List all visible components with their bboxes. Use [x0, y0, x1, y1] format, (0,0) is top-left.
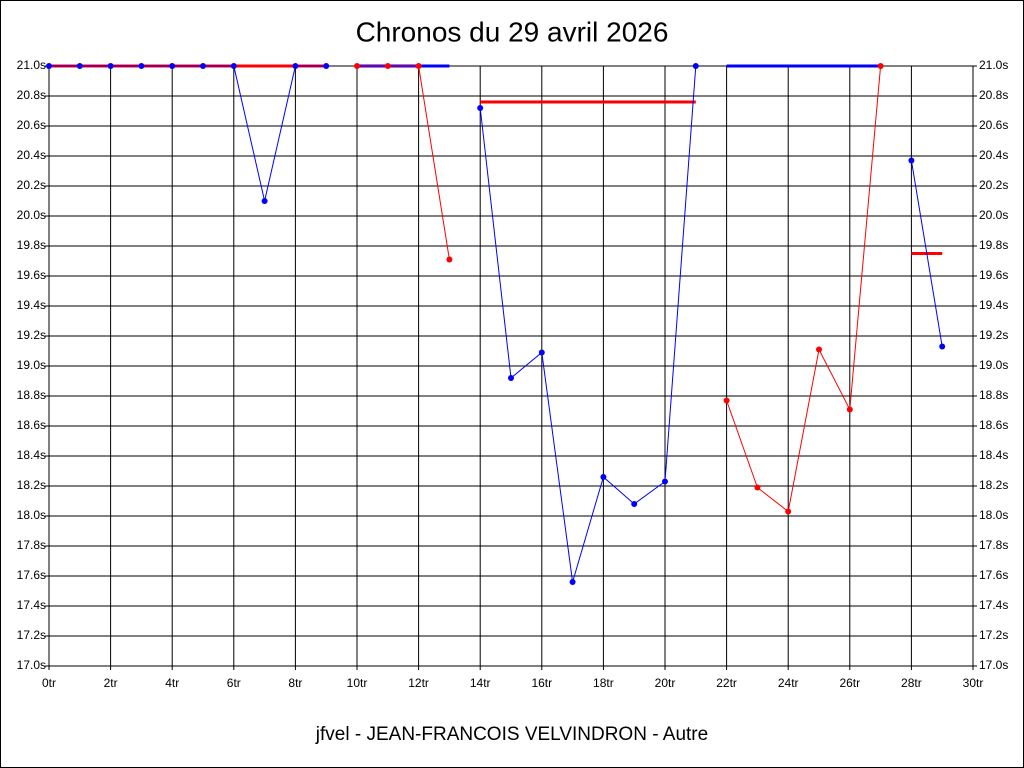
x-tick-label: 6tr [227, 676, 241, 690]
y-tick-label: 18.2s [17, 478, 46, 492]
series-line [479, 65, 697, 583]
y2-tick-label: 19.0s [979, 358, 1008, 372]
y2-tick-label: 18.0s [979, 508, 1008, 522]
point [446, 256, 453, 263]
y2-tick-label: 17.8s [979, 538, 1008, 552]
x-tick-label: 8tr [288, 676, 302, 690]
series-line [357, 65, 450, 260]
point [908, 157, 915, 164]
x-tick-label: 10tr [347, 676, 368, 690]
point [384, 63, 391, 69]
y-tick-label: 17.8s [17, 538, 46, 552]
x-tick-label: 24tr [778, 676, 799, 690]
y-tick-label: 19.0s [17, 358, 46, 372]
y-tick-label: 20.6s [17, 118, 46, 132]
point [785, 508, 792, 515]
point [723, 397, 730, 404]
x-tick-label: 28tr [901, 676, 922, 690]
point [230, 63, 237, 69]
y2-tick-label: 17.4s [979, 598, 1008, 612]
y2-tick-label: 17.6s [979, 568, 1008, 582]
y2-tick-label: 18.4s [979, 448, 1008, 462]
x-tick-label: 22tr [716, 676, 737, 690]
point [415, 63, 422, 69]
x-tick-label: 12tr [408, 676, 429, 690]
x-tick-label: 16tr [531, 676, 552, 690]
series-line [910, 160, 943, 347]
point [169, 63, 176, 69]
point [46, 63, 52, 69]
y-tick-label: 17.2s [17, 628, 46, 642]
y2-tick-label: 18.6s [979, 418, 1008, 432]
y2-tick-label: 19.2s [979, 328, 1008, 342]
y-tick-label: 20.8s [17, 88, 46, 102]
y2-tick-label: 20.0s [979, 208, 1008, 222]
x-tick-label: 14tr [470, 676, 491, 690]
point [754, 484, 761, 491]
point [692, 63, 699, 69]
point [477, 105, 484, 111]
series-line [49, 65, 327, 202]
x-tick-label: 18tr [593, 676, 614, 690]
x-tick-label: 4tr [165, 676, 179, 690]
point [846, 406, 853, 413]
point [508, 375, 514, 381]
point [292, 63, 299, 69]
y-tick-label: 19.4s [17, 298, 46, 312]
point [323, 63, 330, 69]
point [138, 63, 145, 69]
y-tick-label: 18.6s [17, 418, 46, 432]
y2-tick-label: 17.0s [979, 658, 1008, 672]
y-tick-label: 17.6s [17, 568, 46, 582]
y2-tick-label: 20.8s [979, 88, 1008, 102]
x-tick-label: 0tr [42, 676, 56, 690]
y2-tick-label: 21.0s [979, 58, 1008, 72]
y-tick-label: 18.8s [17, 388, 46, 402]
point [662, 478, 668, 485]
y-tick-label: 20.0s [17, 208, 46, 222]
x-tick-label: 20tr [655, 676, 676, 690]
point [76, 63, 83, 69]
point [354, 63, 360, 69]
y-tick-label: 18.4s [17, 448, 46, 462]
y-tick-label: 19.8s [17, 238, 46, 252]
y2-tick-label: 19.4s [979, 298, 1008, 312]
y-tick-label: 21.0s [17, 58, 46, 72]
y2-tick-label: 20.2s [979, 178, 1008, 192]
y2-tick-label: 19.6s [979, 268, 1008, 282]
point [261, 198, 268, 204]
y2-tick-label: 19.8s [979, 238, 1008, 252]
x-tick-label: 26tr [839, 676, 860, 690]
point [600, 474, 607, 480]
y2-tick-label: 18.8s [979, 388, 1008, 402]
point [631, 501, 638, 507]
point [877, 63, 884, 69]
y-tick-label: 19.2s [17, 328, 46, 342]
y-tick-label: 17.0s [17, 658, 46, 672]
point [107, 63, 114, 69]
chart-title: Chronos du 29 avril 2026 [356, 16, 669, 47]
y2-tick-label: 20.4s [979, 148, 1008, 162]
y2-tick-label: 18.2s [979, 478, 1008, 492]
y-tick-label: 20.2s [17, 178, 46, 192]
y-tick-label: 17.4s [17, 598, 46, 612]
point [538, 349, 545, 356]
point [816, 346, 822, 353]
y-tick-label: 19.6s [17, 268, 46, 282]
y-tick-label: 18.0s [17, 508, 46, 522]
series-line [726, 65, 882, 513]
y2-tick-label: 17.2s [979, 628, 1008, 642]
x-tick-label: 30tr [963, 676, 984, 690]
footer: jfvel - JEAN-FRANCOIS VELVINDRON - Autre [315, 724, 708, 745]
y2-tick-label: 20.6s [979, 118, 1008, 132]
point [939, 343, 946, 350]
point [200, 63, 206, 69]
point [569, 579, 576, 585]
y-tick-label: 20.4s [17, 148, 46, 162]
x-tick-label: 2tr [104, 676, 118, 690]
